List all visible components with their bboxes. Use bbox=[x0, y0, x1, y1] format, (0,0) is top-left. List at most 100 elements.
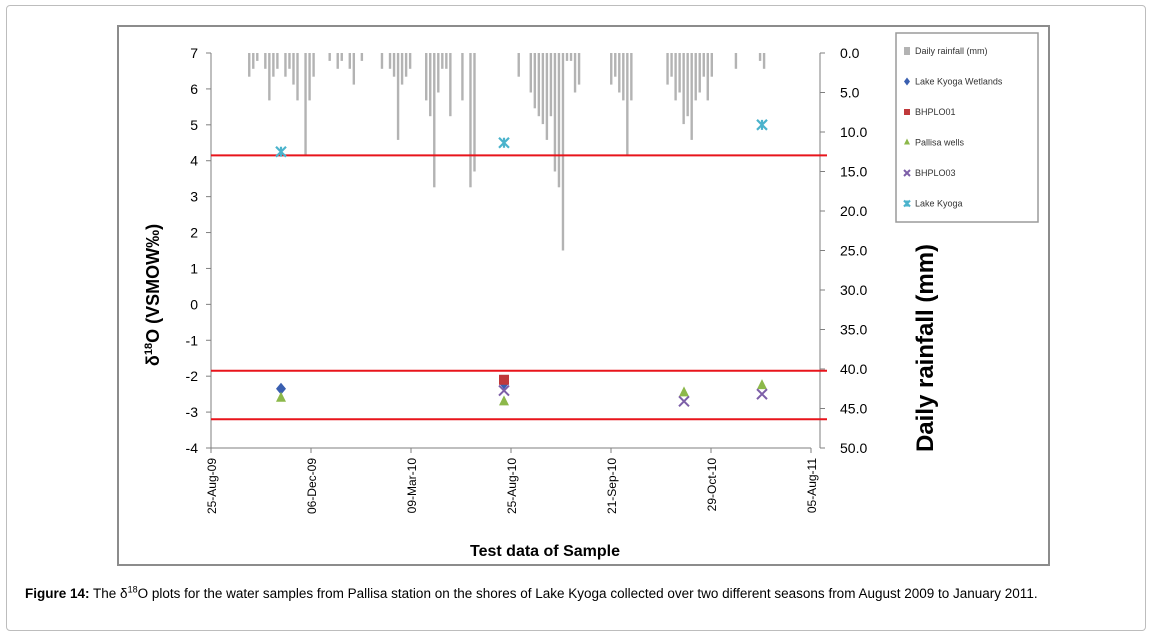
x-tick-label: 25-Aug-09 bbox=[205, 458, 219, 514]
right-tick-label: 45.0 bbox=[840, 401, 867, 417]
rainfall-bar bbox=[248, 53, 251, 77]
rainfall-bar bbox=[445, 53, 448, 69]
rainfall-bar bbox=[388, 53, 392, 69]
rainfall-bar bbox=[288, 53, 291, 69]
rainfall-bar bbox=[626, 53, 629, 156]
rainfall-bar bbox=[268, 53, 271, 101]
rainfall-bar bbox=[561, 53, 565, 251]
rainfall-bar bbox=[577, 53, 581, 85]
legend-swatch-square bbox=[904, 109, 910, 115]
rainfall-bar bbox=[622, 53, 625, 101]
rainfall-bar bbox=[449, 53, 452, 117]
rainfall-bar bbox=[328, 53, 331, 61]
rainfall-bar bbox=[549, 53, 553, 117]
right-tick-label: 15.0 bbox=[840, 164, 867, 180]
data-point-x bbox=[498, 384, 510, 397]
data-point-triangle bbox=[276, 391, 286, 402]
legend-label: Pallisa wells bbox=[915, 138, 965, 148]
left-tick-label: -1 bbox=[186, 332, 199, 348]
rainfall-bar bbox=[264, 53, 267, 69]
rainfall-bar bbox=[404, 53, 408, 77]
y-axis-title-right: Daily rainfall (mm) bbox=[912, 244, 939, 452]
rainfall-bar bbox=[437, 53, 440, 93]
rainfall-bar bbox=[304, 53, 307, 156]
rainfall-bar bbox=[762, 53, 766, 69]
rainfall-bar bbox=[545, 53, 549, 140]
x-tick-label: 25-Aug-10 bbox=[505, 458, 519, 514]
legend-swatch-star bbox=[903, 199, 911, 208]
rainfall-bar bbox=[553, 53, 557, 172]
rainfall-bar bbox=[698, 53, 701, 93]
rainfall-bar bbox=[400, 53, 404, 85]
rainfall-bar bbox=[425, 53, 428, 101]
rainfall-bar bbox=[710, 53, 713, 77]
rainfall-bar bbox=[758, 53, 762, 61]
rainfall-bar bbox=[734, 53, 738, 69]
rainfall-bar bbox=[336, 53, 339, 69]
rainfall-bar bbox=[569, 53, 573, 61]
legend-label: Lake Kyoga Wetlands bbox=[915, 77, 1003, 87]
rainfall-bar bbox=[396, 53, 400, 140]
left-tick-label: 5 bbox=[190, 117, 198, 133]
data-point-diamond bbox=[276, 382, 286, 395]
rainfall-bar bbox=[284, 53, 287, 77]
data-point-triangle bbox=[679, 386, 689, 397]
x-axis-title: Test data of Sample bbox=[470, 543, 620, 560]
left-tick-label: 3 bbox=[190, 189, 198, 205]
legend-swatch-diamond bbox=[904, 77, 910, 86]
rainfall-bar bbox=[573, 53, 577, 93]
rainfall-bar bbox=[690, 53, 693, 140]
rainfall-bar bbox=[272, 53, 275, 77]
rainfall-bar bbox=[541, 53, 545, 125]
data-point-star bbox=[756, 119, 768, 131]
left-tick-label: -2 bbox=[186, 368, 199, 384]
rainfall-bar bbox=[312, 53, 315, 77]
rainfall-bar bbox=[360, 53, 364, 61]
rainfall-bar bbox=[682, 53, 685, 125]
rainfall-bar bbox=[533, 53, 537, 109]
figure-container bbox=[6, 5, 1146, 631]
left-tick-label: 7 bbox=[190, 45, 198, 61]
rainfall-bar bbox=[433, 53, 436, 188]
data-point-triangle bbox=[757, 379, 767, 390]
data-point-star bbox=[498, 136, 510, 149]
rainfall-bar bbox=[537, 53, 541, 117]
x-tick-label: 29-Oct-10 bbox=[705, 458, 719, 512]
left-tick-label: 0 bbox=[190, 296, 198, 312]
left-tick-label: -4 bbox=[186, 440, 199, 456]
left-tick-label: -3 bbox=[186, 404, 199, 420]
data-point-x bbox=[678, 395, 690, 408]
rainfall-bar bbox=[348, 53, 351, 69]
caption-label: Figure 14: bbox=[25, 586, 90, 601]
legend-label: BHPLO01 bbox=[915, 107, 956, 117]
legend-swatch-x bbox=[903, 169, 911, 177]
rainfall-bar bbox=[296, 53, 299, 101]
right-tick-label: 5.0 bbox=[840, 85, 860, 101]
legend-label: Lake Kyoga bbox=[915, 199, 963, 209]
rainfall-bar bbox=[666, 53, 669, 85]
rainfall-bar bbox=[565, 53, 569, 61]
rainfall-bar bbox=[392, 53, 396, 77]
left-tick-label: 6 bbox=[190, 81, 198, 97]
right-tick-label: 25.0 bbox=[840, 243, 867, 259]
right-tick-label: 10.0 bbox=[840, 124, 867, 140]
caption-text-before: The δ bbox=[89, 586, 128, 601]
rainfall-bar bbox=[614, 53, 617, 77]
rainfall-bar bbox=[461, 53, 464, 101]
rainfall-bar bbox=[441, 53, 444, 69]
legend-label: Daily rainfall (mm) bbox=[915, 46, 988, 56]
rainfall-bar bbox=[694, 53, 697, 101]
rainfall-bar bbox=[706, 53, 709, 101]
left-tick-label: 2 bbox=[190, 225, 198, 241]
right-tick-label: 35.0 bbox=[840, 322, 867, 338]
x-tick-label: 06-Dec-09 bbox=[305, 458, 319, 514]
y-axis-title-left: δ18O (VSMOW‰) bbox=[143, 224, 163, 366]
rainfall-bar bbox=[256, 53, 259, 61]
caption-text-after: O plots for the water samples from Palli… bbox=[137, 586, 1038, 601]
data-point-star bbox=[275, 145, 287, 158]
rainfall-bar bbox=[352, 53, 356, 85]
rainfall-bar bbox=[429, 53, 432, 117]
x-tick-label: 21-Sep-10 bbox=[605, 458, 619, 514]
right-tick-label: 20.0 bbox=[840, 203, 867, 219]
